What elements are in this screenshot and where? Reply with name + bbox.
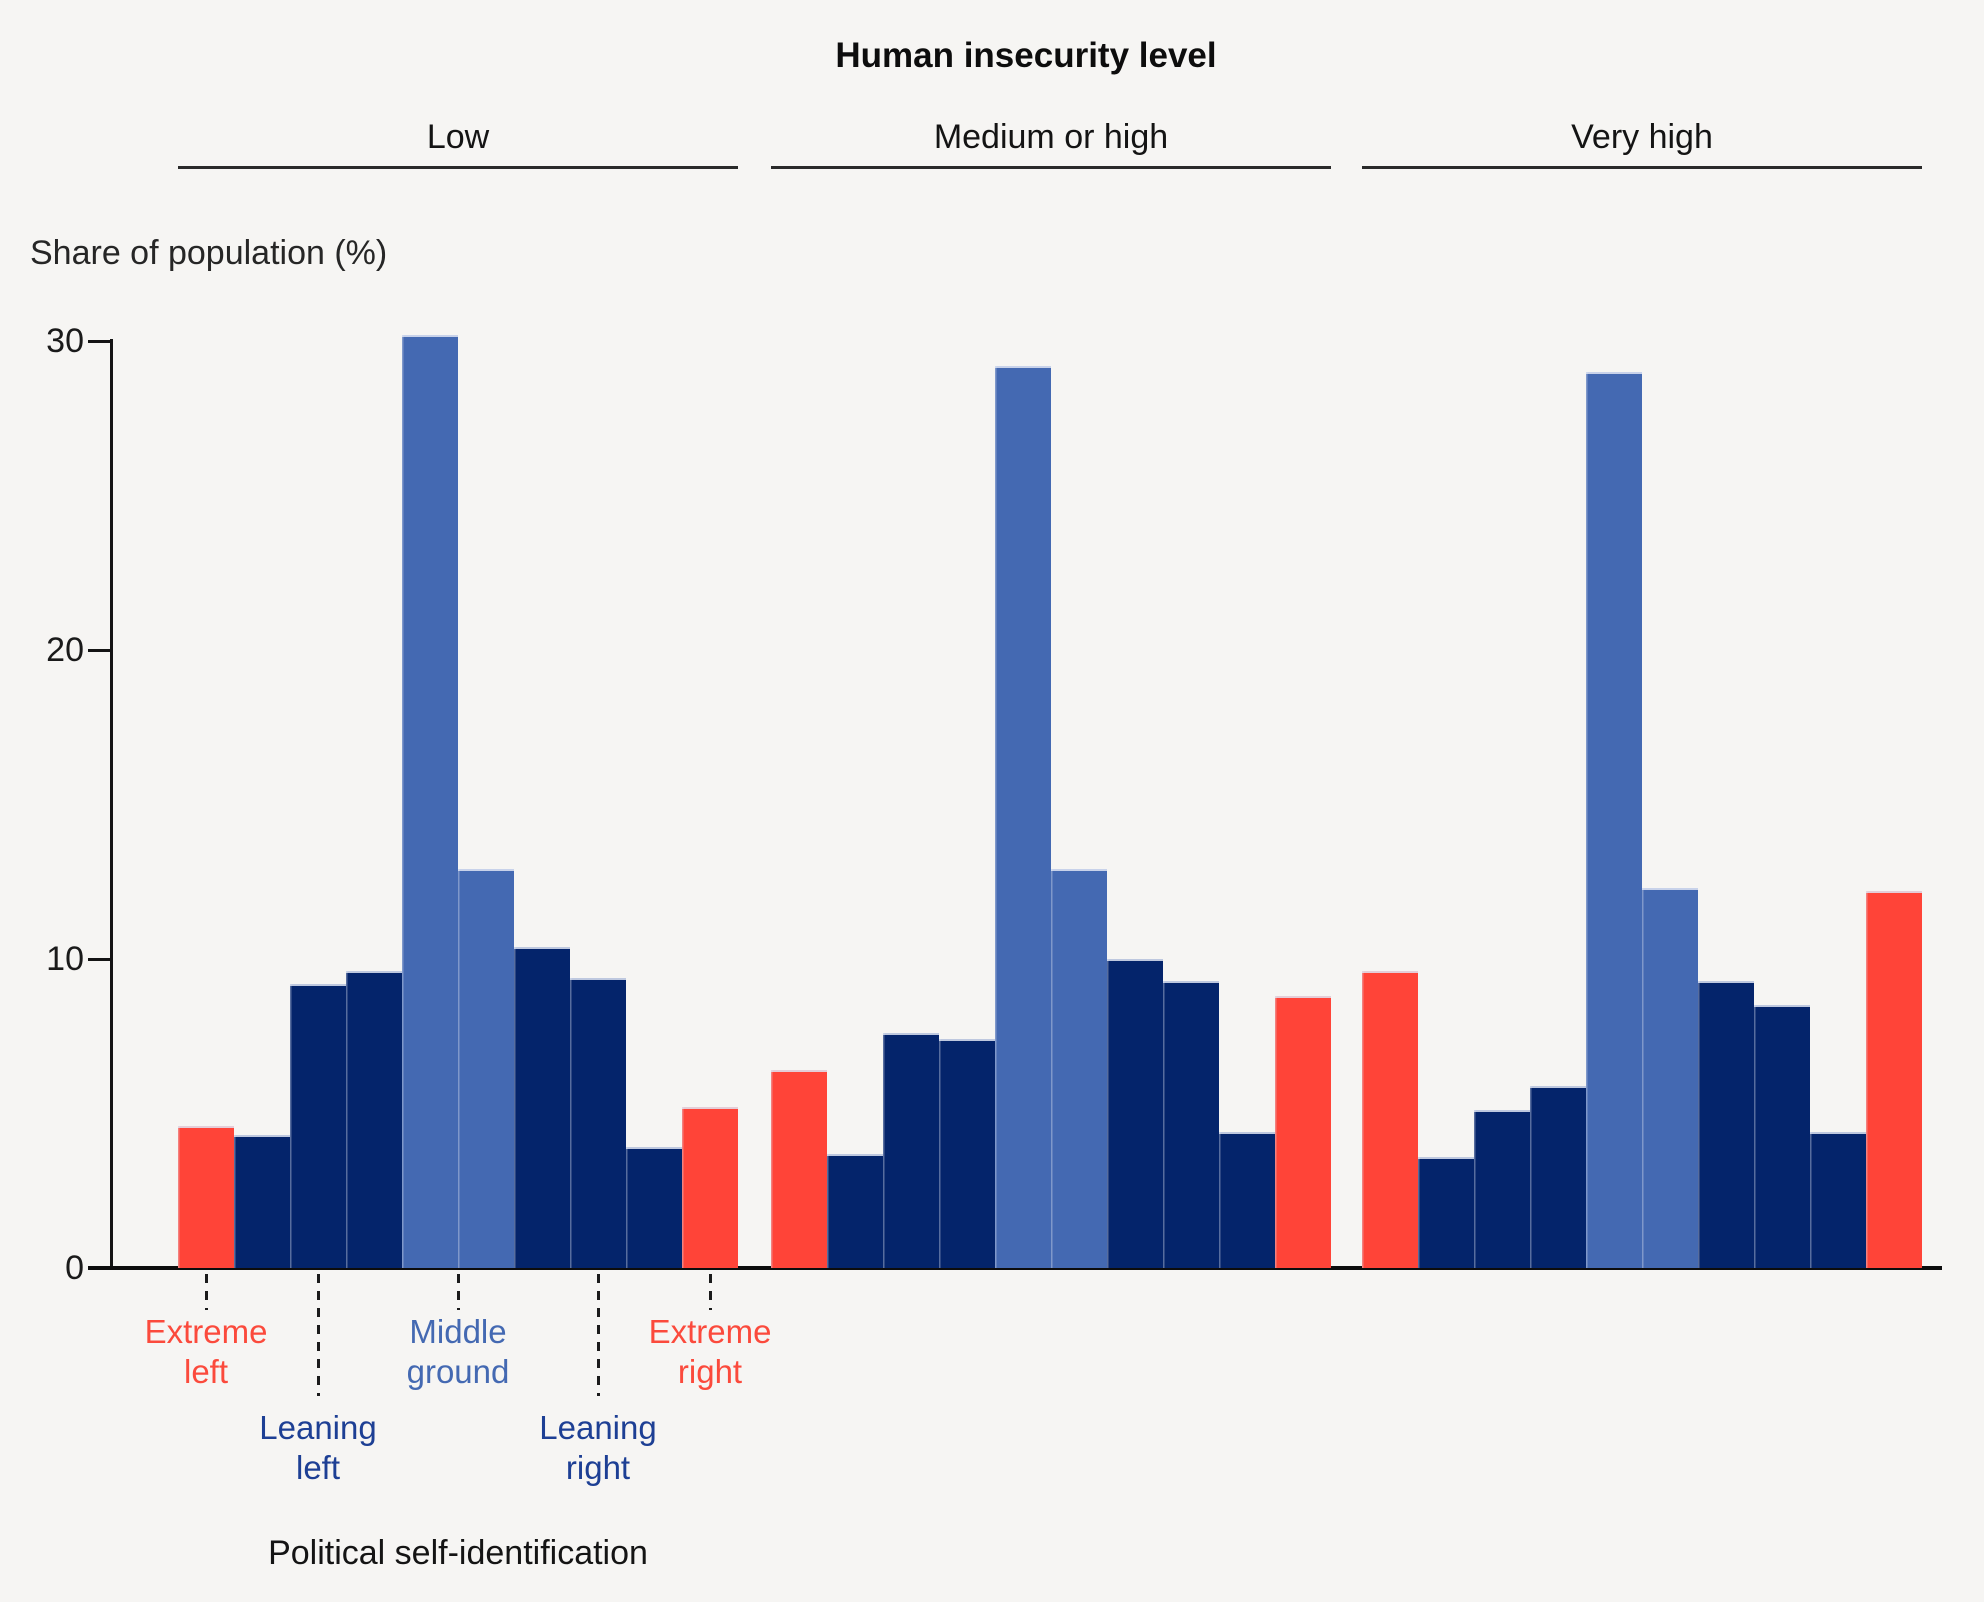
x-label-extreme-left: Extreme left [66, 1312, 346, 1392]
bar-medium-or-high-5 [995, 365, 1051, 1268]
bar-low-5 [402, 334, 458, 1268]
x-label-extreme-right: Extreme right [570, 1312, 850, 1392]
x-axis-line [88, 1266, 1942, 1270]
x-label-line: Extreme [648, 1313, 772, 1350]
y-tick-label-30: 30 [46, 322, 84, 360]
x-label-line: right [677, 1353, 743, 1390]
x-label-line: Leaning [259, 1409, 377, 1446]
group-header-low: Low [426, 118, 490, 156]
bar-low-2 [234, 1135, 290, 1268]
y-axis-line [110, 339, 113, 1269]
y-tick-mark-30 [88, 339, 110, 343]
x-dash-extreme-left [204, 1274, 208, 1310]
x-label-line: Leaning [539, 1409, 657, 1446]
group-underline-very-high [1362, 166, 1922, 169]
bar-very-high-2 [1418, 1156, 1474, 1268]
bar-low-4 [346, 971, 402, 1268]
x-label-middle-ground: Middle ground [318, 1312, 598, 1392]
x-label-leaning-left: Leaning left [178, 1408, 458, 1488]
bar-very-high-6 [1642, 887, 1698, 1268]
bar-medium-or-high-7 [1107, 959, 1163, 1268]
bar-medium-or-high-3 [883, 1033, 939, 1268]
x-dash-extreme-right [708, 1274, 712, 1310]
bar-medium-or-high-8 [1163, 980, 1219, 1268]
bar-medium-or-high-9 [1219, 1132, 1275, 1268]
bar-low-1 [178, 1125, 234, 1268]
y-tick-mark-10 [88, 957, 110, 961]
x-label-leaning-right: Leaning right [458, 1408, 738, 1488]
y-tick-label-0: 0 [65, 1249, 84, 1287]
bar-low-3 [290, 983, 346, 1268]
x-axis-title: Political self-identification [268, 1534, 648, 1572]
bar-medium-or-high-4 [939, 1039, 995, 1268]
bar-very-high-9 [1810, 1132, 1866, 1268]
bar-very-high-7 [1698, 980, 1754, 1268]
x-dash-leaning-right [596, 1274, 600, 1396]
x-label-line: Middle [409, 1313, 507, 1350]
y-tick-label-20: 20 [46, 631, 84, 669]
x-label-line: left [183, 1353, 229, 1390]
x-label-line: right [565, 1449, 631, 1486]
y-tick-mark-20 [88, 648, 110, 652]
group-header-very-high: Very high [1571, 118, 1713, 156]
bar-low-8 [570, 977, 626, 1268]
bar-low-9 [626, 1147, 682, 1268]
group-underline-medium-or-high [771, 166, 1331, 169]
group-underline-low [178, 166, 738, 169]
x-dash-leaning-left [316, 1274, 320, 1396]
bar-medium-or-high-10 [1275, 996, 1331, 1268]
bar-very-high-3 [1474, 1110, 1530, 1268]
y-axis-title: Share of population (%) [30, 234, 388, 272]
bar-very-high-10 [1866, 891, 1922, 1268]
x-dash-middle-ground [456, 1274, 460, 1310]
bar-medium-or-high-2 [827, 1153, 883, 1268]
group-header-medium-or-high: Medium or high [933, 118, 1169, 156]
bar-low-6 [458, 869, 514, 1268]
x-label-line: Extreme [144, 1313, 268, 1350]
bar-very-high-8 [1754, 1005, 1810, 1268]
x-label-line: left [295, 1449, 341, 1486]
bar-medium-or-high-6 [1051, 869, 1107, 1268]
bar-very-high-5 [1586, 371, 1642, 1268]
y-tick-label-10: 10 [46, 940, 84, 978]
chart-title: Human insecurity level [835, 36, 1217, 75]
x-label-line: ground [406, 1353, 510, 1390]
bar-very-high-4 [1530, 1085, 1586, 1268]
bar-low-7 [514, 946, 570, 1268]
bar-medium-or-high-1 [771, 1070, 827, 1268]
bar-very-high-1 [1362, 971, 1418, 1268]
bar-low-10 [682, 1107, 738, 1268]
